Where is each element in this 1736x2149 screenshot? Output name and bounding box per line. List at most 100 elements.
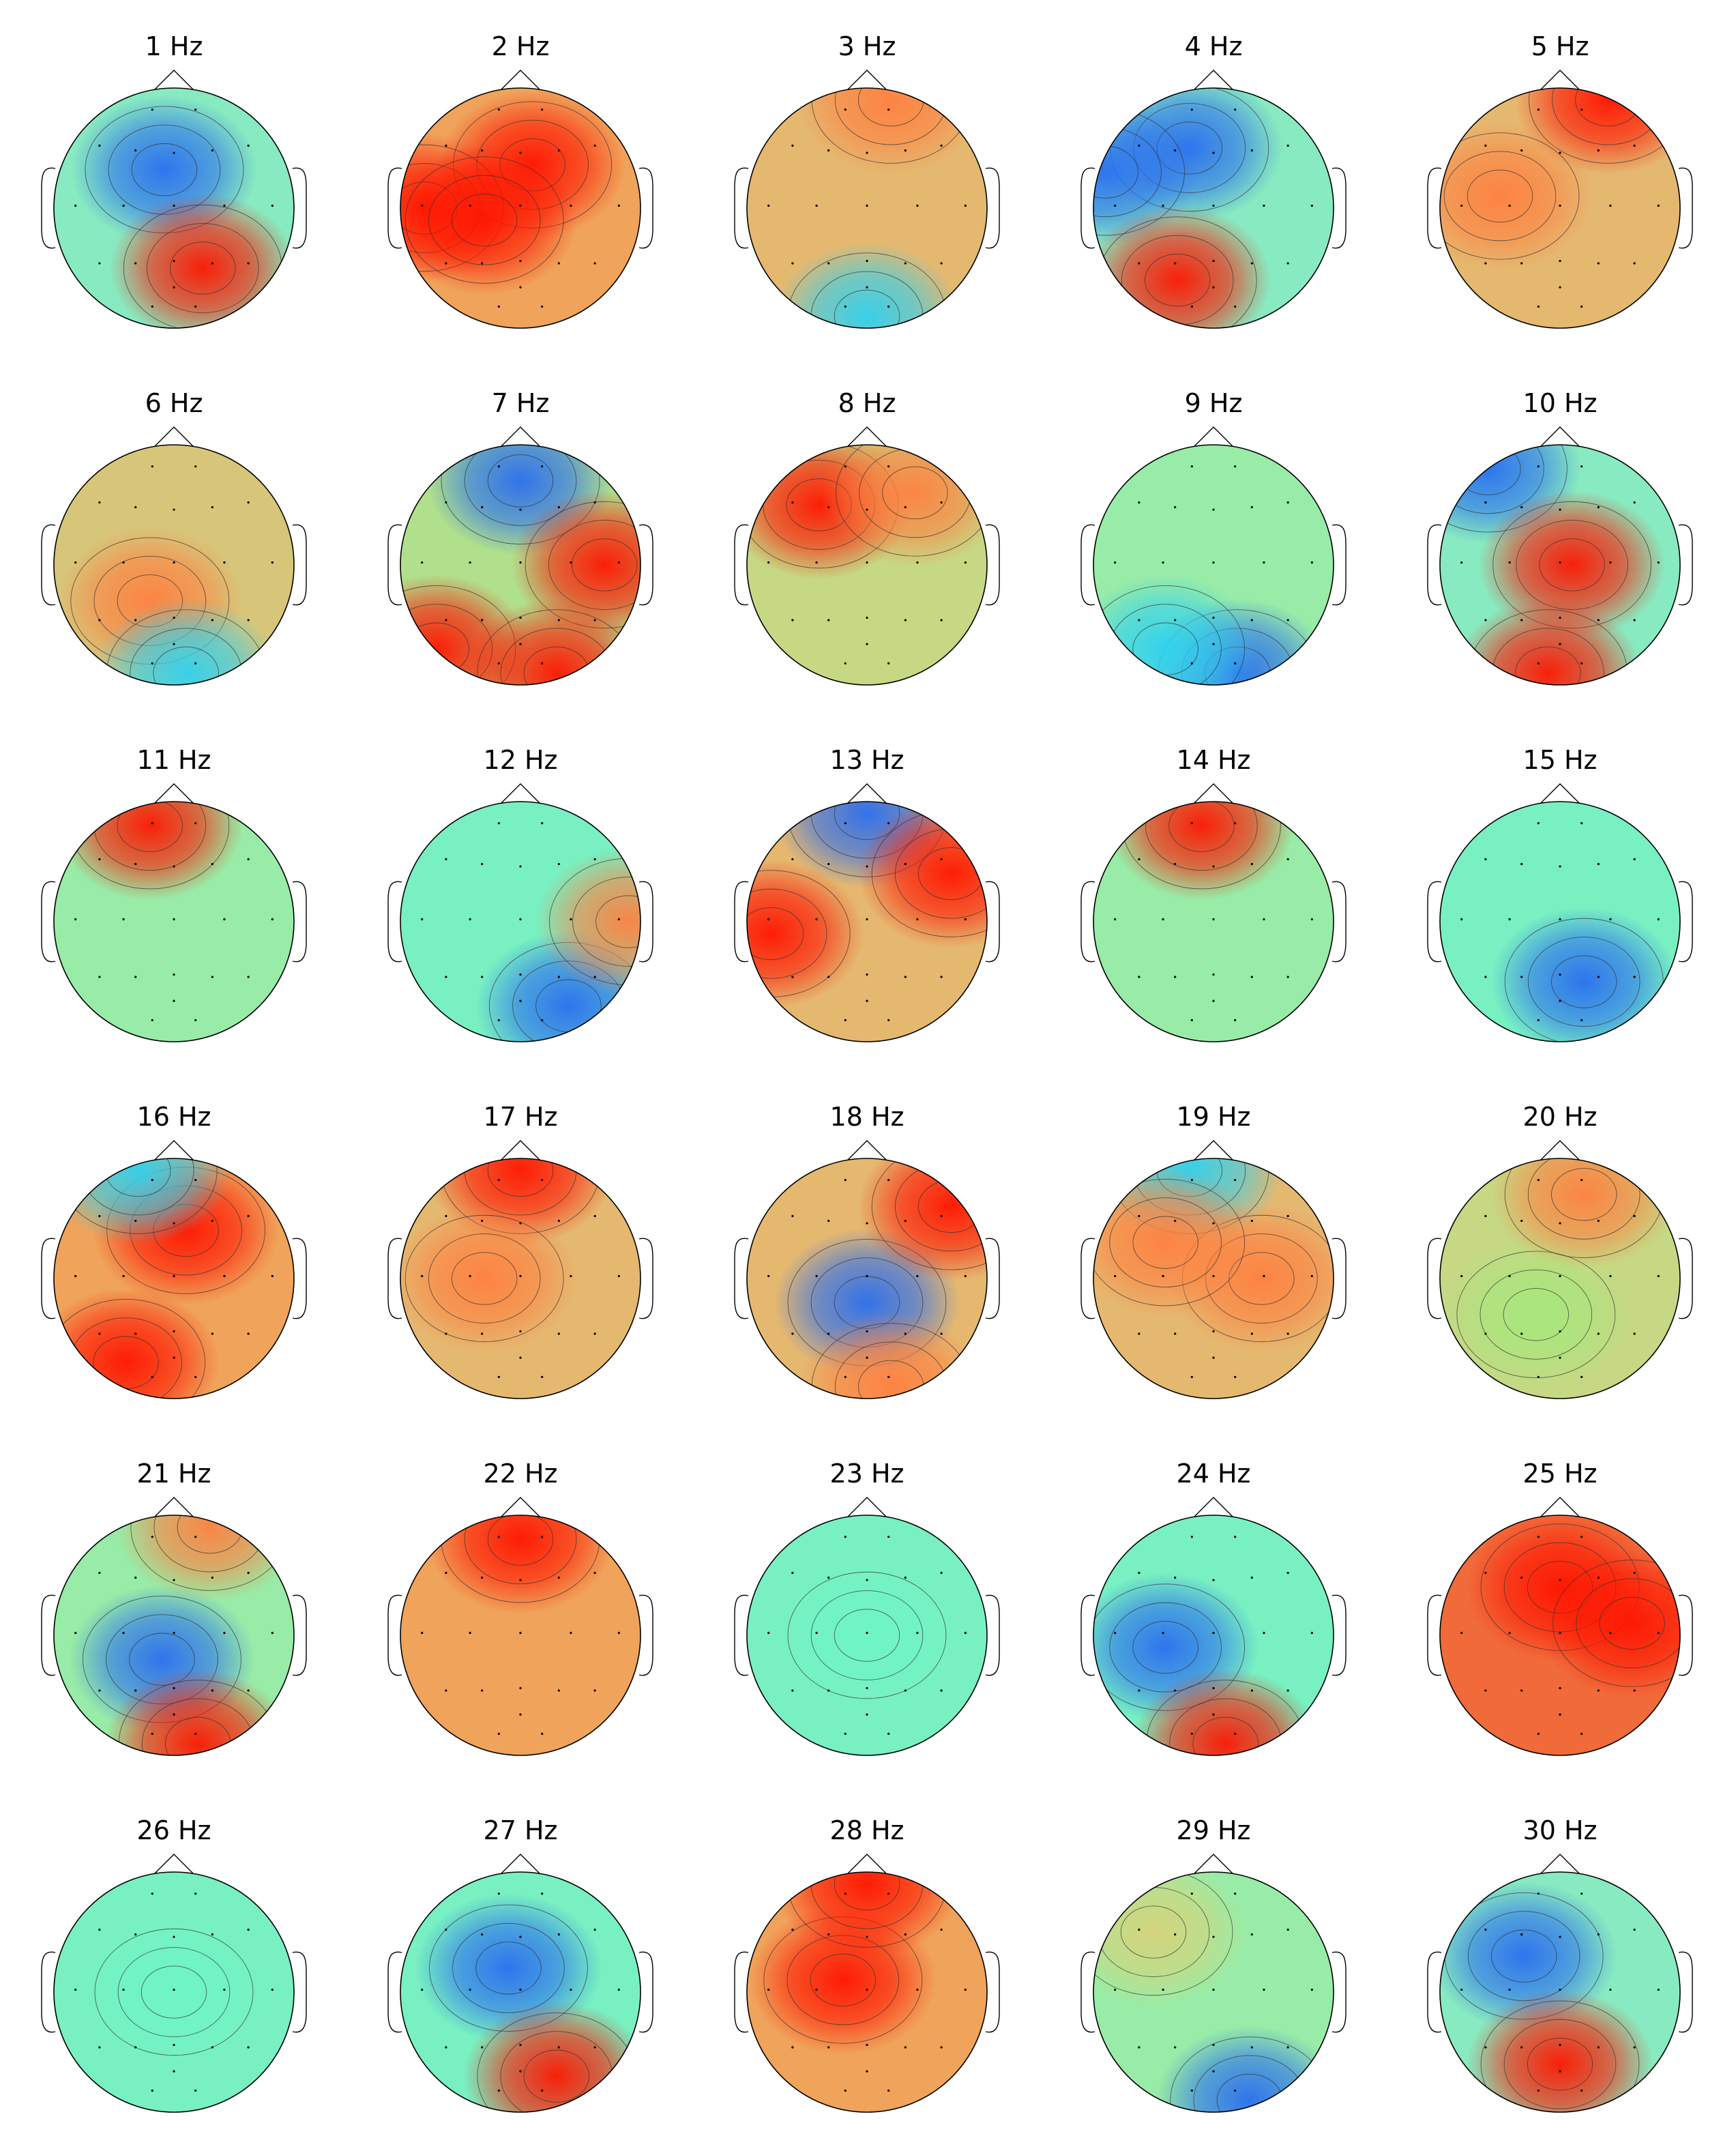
electrode-dot bbox=[1286, 858, 1289, 861]
left-ear-outline bbox=[387, 881, 402, 963]
field-blob bbox=[427, 1515, 614, 1614]
electrode-dot bbox=[173, 643, 175, 645]
electrode-dot bbox=[1597, 1219, 1600, 1223]
electrode-dot bbox=[1633, 501, 1636, 504]
electrode-dot bbox=[519, 865, 522, 868]
contour-line bbox=[1440, 132, 1580, 260]
electrode-dot bbox=[469, 918, 471, 921]
electrode-dot bbox=[1174, 976, 1177, 978]
electrode-dot bbox=[1250, 262, 1253, 265]
electrode-dot bbox=[1559, 1274, 1561, 1278]
head-outline bbox=[746, 87, 988, 329]
electrode-dot bbox=[791, 858, 794, 861]
electrode-dot bbox=[1580, 1892, 1583, 1895]
panel-title: 18 Hz bbox=[830, 1102, 904, 1132]
electrode-dot bbox=[1508, 1274, 1511, 1278]
left-ear-outline bbox=[1427, 167, 1442, 249]
right-ear-outline bbox=[292, 524, 307, 606]
nose-outline bbox=[1194, 1854, 1233, 1874]
electrode-dot bbox=[1537, 465, 1540, 468]
electrode-dot bbox=[1174, 1689, 1177, 1692]
electrode-dot bbox=[1580, 465, 1583, 468]
panel-title: 23 Hz bbox=[830, 1459, 904, 1489]
electrode-dot bbox=[1234, 1892, 1237, 1895]
contour-line bbox=[117, 1947, 231, 2037]
electrode-dot bbox=[1250, 1576, 1253, 1579]
electrode-dot bbox=[1460, 918, 1463, 921]
electrode-dot bbox=[151, 822, 153, 825]
electrode-dot bbox=[1633, 619, 1636, 622]
panel-title: 2 Hz bbox=[492, 31, 550, 61]
topomap-field bbox=[1440, 802, 1680, 1042]
electrode-dot bbox=[194, 2089, 197, 2092]
electrode-dot bbox=[173, 204, 175, 207]
panel-title: 19 Hz bbox=[1177, 1102, 1251, 1132]
electrode-dot bbox=[1580, 305, 1583, 308]
electrode-dot bbox=[194, 465, 197, 468]
topomap-field bbox=[747, 1872, 987, 2112]
electrode-dot bbox=[1559, 561, 1561, 564]
electrode-dot bbox=[916, 1631, 919, 1635]
contour-line bbox=[452, 1252, 518, 1305]
panel-title: 10 Hz bbox=[1523, 388, 1598, 418]
panel-title: 8 Hz bbox=[838, 388, 896, 418]
electrode-dot bbox=[173, 1356, 175, 1359]
electrode-dot bbox=[1174, 1933, 1177, 1936]
electrode-dot bbox=[271, 1988, 274, 1991]
electrode-dot bbox=[1633, 1332, 1636, 1335]
electrode-dot bbox=[519, 1330, 522, 1333]
electrode-dot bbox=[134, 506, 137, 509]
electrode-dot bbox=[1559, 259, 1561, 263]
electrode-dot bbox=[1212, 1935, 1215, 1938]
left-ear-outline bbox=[1080, 167, 1095, 249]
electrode-dot bbox=[519, 1222, 522, 1225]
electrode-dot bbox=[940, 1214, 943, 1218]
panel-title: 17 Hz bbox=[484, 1102, 558, 1132]
electrode-dot bbox=[866, 286, 868, 289]
electrode-dot bbox=[1174, 2046, 1177, 2049]
contour-line bbox=[1527, 2037, 1593, 2091]
electrode-dot bbox=[940, 1571, 943, 1575]
topomap-panel: 7 Hz bbox=[387, 388, 653, 686]
right-ear-outline bbox=[985, 1594, 1000, 1676]
field-blob bbox=[463, 2002, 641, 2112]
electrode-dot bbox=[134, 1689, 137, 1692]
electrode-dot bbox=[887, 822, 890, 825]
head-outline bbox=[400, 87, 641, 329]
topomap-panels: 1 Hz 2 Hz 3 Hz 4 Hz 5 Hz 6 Hz 7 Hz 8 Hz 9 Hz 10 H… bbox=[41, 31, 1693, 2113]
contour-line bbox=[404, 1214, 564, 1343]
head-outline bbox=[400, 1515, 641, 1756]
electrode-dot bbox=[827, 1332, 830, 1335]
electrode-dot bbox=[1138, 2046, 1141, 2049]
electrode-dot bbox=[497, 822, 500, 825]
electrode-dot bbox=[134, 619, 137, 622]
electrode-dot bbox=[173, 1631, 175, 1635]
electrode-dot bbox=[767, 1631, 770, 1635]
electrode-dot bbox=[1559, 616, 1561, 619]
electrode-dot bbox=[570, 1274, 572, 1278]
electrode-dot bbox=[211, 1689, 214, 1692]
electrode-dot bbox=[519, 1713, 522, 1716]
electrode-dot bbox=[916, 561, 919, 564]
electrode-dot bbox=[904, 1219, 907, 1223]
contour-line bbox=[1529, 88, 1680, 164]
electrode-dot bbox=[122, 561, 125, 564]
electrode-dot bbox=[887, 1179, 890, 1182]
electrode-dot bbox=[593, 858, 596, 861]
electrode-dot bbox=[134, 1933, 137, 1936]
electrode-dot bbox=[173, 1274, 175, 1278]
electrode-dot bbox=[866, 151, 868, 154]
right-ear-outline bbox=[1678, 1951, 1693, 2033]
electrode-dot bbox=[211, 619, 214, 622]
head-outline bbox=[1093, 1158, 1334, 1399]
electrode-dot bbox=[767, 1988, 770, 1991]
topomap-panel: 22 Hz bbox=[387, 1459, 653, 1756]
electrode-dot bbox=[791, 1928, 794, 1931]
left-ear-outline bbox=[387, 1238, 402, 1319]
electrode-dot bbox=[791, 2046, 794, 2049]
panel-title: 13 Hz bbox=[830, 745, 904, 775]
electrode-dot bbox=[134, 149, 137, 152]
field-blob bbox=[1093, 1168, 1259, 1317]
panel-title: 24 Hz bbox=[1177, 1459, 1251, 1489]
electrode-dot bbox=[194, 1375, 197, 1378]
